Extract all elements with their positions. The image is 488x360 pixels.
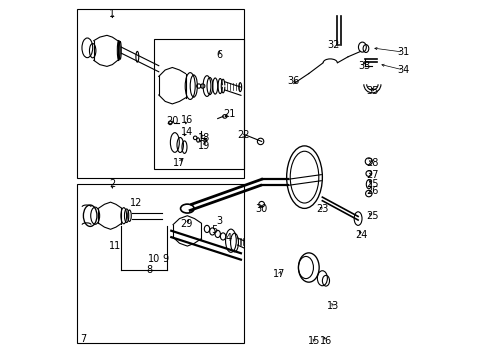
Text: 6: 6 [216,50,222,60]
Text: 33: 33 [357,62,369,71]
Text: 11: 11 [109,241,121,251]
Text: 3: 3 [216,216,222,226]
Text: 25: 25 [366,179,378,189]
Text: 22: 22 [237,130,249,140]
Text: 17: 17 [273,269,285,279]
Text: 24: 24 [355,230,367,240]
Text: 29: 29 [180,219,192,229]
Bar [154,39,244,169]
Text: 14: 14 [180,127,192,137]
Text: 4: 4 [225,233,231,243]
Text: 20: 20 [166,116,178,126]
Text: 5: 5 [211,225,217,235]
Text: 8: 8 [146,265,153,275]
Text: 13: 13 [326,301,339,311]
Text: 26: 26 [366,186,378,197]
Text: 36: 36 [287,76,299,86]
Text: 2: 2 [109,179,115,189]
Text: 1: 1 [109,9,115,19]
Text: 23: 23 [316,204,328,214]
Text: 12: 12 [130,198,142,208]
Bar [77,9,244,178]
Text: 21: 21 [223,109,235,119]
Text: 34: 34 [397,65,409,75]
Text: 16: 16 [319,337,331,346]
Text: 27: 27 [366,170,378,180]
Text: 25: 25 [366,211,378,221]
Text: 19: 19 [198,141,210,151]
Bar [77,184,244,342]
Text: 35: 35 [366,86,378,96]
Text: 30: 30 [255,204,267,214]
Text: 10: 10 [148,254,160,264]
Text: 18: 18 [198,133,210,143]
Text: 16: 16 [180,115,192,125]
Text: 28: 28 [366,158,378,168]
Text: 9: 9 [162,254,168,264]
Text: 32: 32 [326,40,339,50]
Text: 31: 31 [397,47,409,57]
Text: 17: 17 [173,158,185,168]
Text: 7: 7 [81,334,87,344]
Text: 15: 15 [307,337,320,346]
